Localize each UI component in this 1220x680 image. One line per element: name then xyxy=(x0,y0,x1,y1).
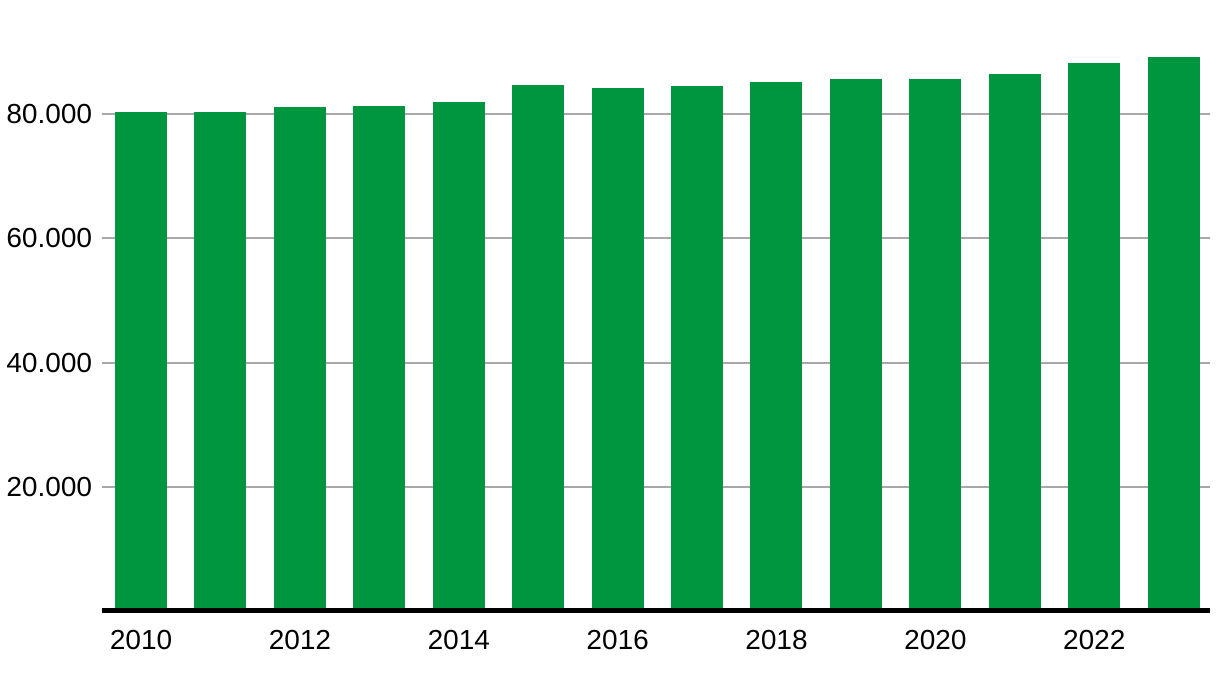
y-axis-tick-label: 80.000 xyxy=(6,98,92,130)
bar xyxy=(194,111,247,611)
bar xyxy=(591,88,644,611)
bar xyxy=(988,73,1041,611)
gridline xyxy=(102,113,1210,116)
bar xyxy=(671,86,723,611)
bar xyxy=(909,78,962,611)
gridline xyxy=(102,237,1210,240)
y-axis-tick-label: 60.000 xyxy=(6,222,92,254)
gridline xyxy=(102,361,1210,364)
bar xyxy=(353,105,406,611)
x-axis-tick-label: 2018 xyxy=(745,624,808,655)
bar xyxy=(829,78,882,611)
y-axis-tick-label: 40.000 xyxy=(6,346,92,378)
x-axis-tick-label: 2016 xyxy=(586,624,649,655)
bar xyxy=(1068,63,1121,611)
x-axis-tick-label: 2020 xyxy=(904,624,967,655)
bar xyxy=(750,81,803,611)
x-axis-tick-label: 2010 xyxy=(109,624,173,655)
bar xyxy=(273,106,326,611)
x-axis-line xyxy=(102,608,1210,613)
bar xyxy=(432,101,485,611)
bar xyxy=(512,85,565,611)
gridline xyxy=(102,485,1210,488)
bar xyxy=(115,111,167,611)
x-axis-tick-label: 2012 xyxy=(268,624,331,655)
bar xyxy=(1147,57,1200,611)
y-axis-tick-label: 20.000 xyxy=(6,470,92,502)
x-axis-tick-label: 2022 xyxy=(1063,624,1126,655)
x-axis-tick-label: 2014 xyxy=(427,624,490,655)
